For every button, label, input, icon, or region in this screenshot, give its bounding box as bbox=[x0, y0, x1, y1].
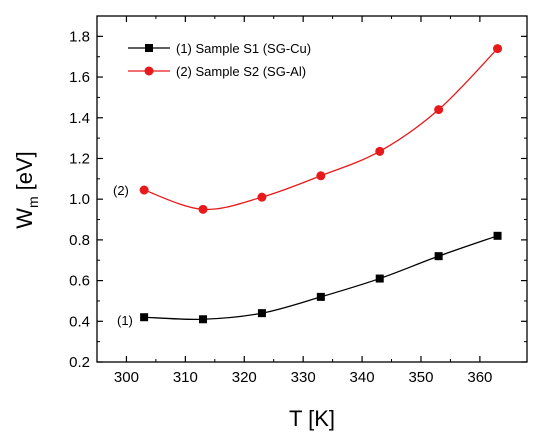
data-point-series-2 bbox=[316, 171, 326, 181]
legend-marker-series-2 bbox=[144, 66, 154, 76]
y-tick-label: 1.0 bbox=[69, 191, 90, 208]
x-tick-label: 300 bbox=[114, 369, 139, 386]
y-tick-label: 0.6 bbox=[69, 273, 90, 290]
y-tick-label: 0.2 bbox=[69, 354, 90, 371]
y-tick-label: 1.4 bbox=[69, 110, 90, 127]
x-tick-label: 360 bbox=[467, 369, 492, 386]
x-tick-label: 350 bbox=[408, 369, 433, 386]
data-point-series-1 bbox=[434, 252, 443, 261]
data-point-series-2 bbox=[139, 185, 149, 195]
data-point-series-2 bbox=[257, 192, 267, 202]
y-tick-label: 0.4 bbox=[69, 313, 90, 330]
x-tick-label: 310 bbox=[173, 369, 198, 386]
y-tick-label: 1.2 bbox=[69, 150, 90, 167]
axis-ticks: 300 310 320 330 340 350 360 0.2 0.4 0.6 0.8 1.0 1.2 1… bbox=[69, 16, 527, 386]
x-tick-label: 330 bbox=[291, 369, 316, 386]
data-point-series-1 bbox=[140, 313, 149, 322]
data-point-series-1 bbox=[199, 315, 208, 324]
svg-text:Wm[eV]: Wm [eV] bbox=[12, 151, 41, 229]
y-axis-title-subscript: m bbox=[25, 196, 41, 208]
data-point-series-2 bbox=[493, 44, 503, 54]
y-axis-title-unit: [eV] bbox=[12, 151, 37, 190]
x-axis-title: T [K] bbox=[289, 406, 335, 431]
series-markers bbox=[139, 44, 503, 324]
y-tick-label: 0.8 bbox=[69, 232, 90, 249]
legend-label-series-1: (1) Sample S1 (SG-Cu) bbox=[176, 41, 311, 56]
y-axis-title: Wm [eV] bbox=[12, 151, 41, 229]
data-point-series-1 bbox=[375, 274, 384, 283]
data-point-series-2 bbox=[375, 146, 385, 156]
legend-marker-series-1 bbox=[145, 44, 153, 52]
y-axis-title-main: W bbox=[12, 208, 37, 229]
series-curves bbox=[143, 48, 499, 321]
series-line-1 bbox=[144, 235, 498, 321]
data-point-series-2 bbox=[434, 105, 444, 115]
data-point-series-1 bbox=[493, 231, 502, 240]
data-point-series-2 bbox=[198, 204, 208, 214]
data-point-series-1 bbox=[316, 292, 325, 301]
annotation-series-1: (1) bbox=[117, 313, 133, 328]
y-tick-label: 1.8 bbox=[69, 28, 90, 45]
legend: (1) Sample S1 (SG-Cu) (2) Sample S2 (SG-… bbox=[128, 41, 311, 79]
annotation-series-2: (2) bbox=[113, 183, 129, 198]
plot-frame bbox=[96, 15, 528, 363]
data-point-series-1 bbox=[257, 309, 266, 318]
legend-label-series-2: (2) Sample S2 (SG-Al) bbox=[176, 64, 306, 79]
x-tick-label: 320 bbox=[232, 369, 257, 386]
y-tick-label: 1.6 bbox=[69, 69, 90, 86]
x-tick-label: 340 bbox=[350, 369, 375, 386]
